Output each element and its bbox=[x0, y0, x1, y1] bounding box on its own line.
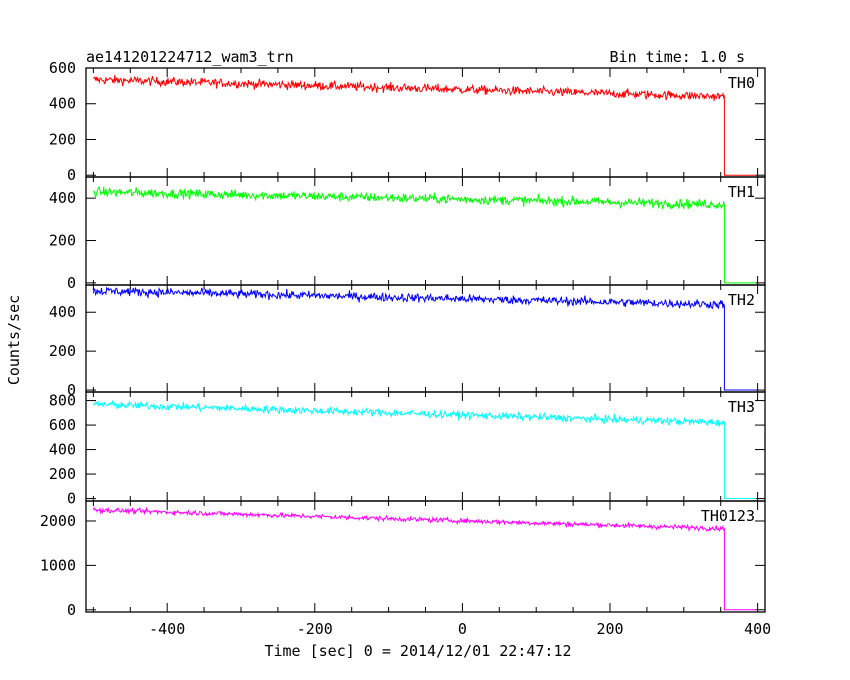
x-axis-label: Time [sec] 0 = 2014/12/01 22:47:12 bbox=[264, 642, 571, 660]
y-tick-label-th3: 600 bbox=[49, 416, 76, 434]
x-tick-label: -200 bbox=[297, 620, 333, 638]
y-tick-label-th0: 600 bbox=[49, 59, 76, 77]
y-tick-label-th3: 400 bbox=[49, 441, 76, 459]
x-tick-label: 0 bbox=[458, 620, 467, 638]
panel-frame-th0123 bbox=[85, 500, 766, 613]
x-tick-label: 200 bbox=[596, 620, 623, 638]
series-label-th3: TH3 bbox=[728, 398, 755, 416]
y-tick-label-th3: 200 bbox=[49, 465, 76, 483]
series-label-th2: TH2 bbox=[728, 291, 755, 309]
series-line-th0123 bbox=[92, 506, 757, 611]
series-line-th2 bbox=[92, 286, 757, 391]
y-tick-label-th1: 0 bbox=[67, 274, 76, 292]
y-tick-label-th3: 800 bbox=[49, 392, 76, 410]
y-tick-label-th2: 400 bbox=[49, 303, 76, 321]
y-tick-label-th1: 400 bbox=[49, 189, 76, 207]
series-line-th3 bbox=[92, 400, 757, 500]
y-axis-label: Counts/sec bbox=[5, 295, 23, 385]
x-tick-label: 400 bbox=[744, 620, 771, 638]
panel-frame-th2 bbox=[85, 284, 766, 393]
series-line-th1 bbox=[93, 186, 757, 284]
x-tick-label: -400 bbox=[149, 620, 185, 638]
y-tick-label-th0: 0 bbox=[67, 166, 76, 184]
y-tick-label-th0: 400 bbox=[49, 95, 76, 113]
bin-time-label: Bin time: 1.0 s bbox=[610, 48, 745, 66]
series-label-th1: TH1 bbox=[728, 183, 755, 201]
y-tick-label-th2: 0 bbox=[67, 381, 76, 399]
y-tick-label-th0123: 1000 bbox=[40, 556, 76, 574]
series-label-th0: TH0 bbox=[728, 74, 755, 92]
panel-frame-th3 bbox=[85, 391, 766, 502]
y-tick-label-th0123: 0 bbox=[67, 601, 76, 619]
series-line-th0 bbox=[93, 75, 757, 176]
panel-stack: 0 200 400 600 TH0 0 200 400 TH1 0 200 400 TH2 0 200 400… bbox=[40, 59, 771, 638]
y-tick-label-th0: 200 bbox=[49, 130, 76, 148]
y-tick-label-th2: 200 bbox=[49, 342, 76, 360]
series-label-th0123: TH0123 bbox=[701, 507, 755, 525]
chart-title: ae141201224712_wam3_trn bbox=[86, 48, 294, 66]
y-tick-label-th0123: 2000 bbox=[40, 512, 76, 530]
y-tick-label-th1: 200 bbox=[49, 232, 76, 250]
panel-frame-th1 bbox=[85, 176, 766, 286]
y-tick-label-th3: 0 bbox=[67, 490, 76, 508]
